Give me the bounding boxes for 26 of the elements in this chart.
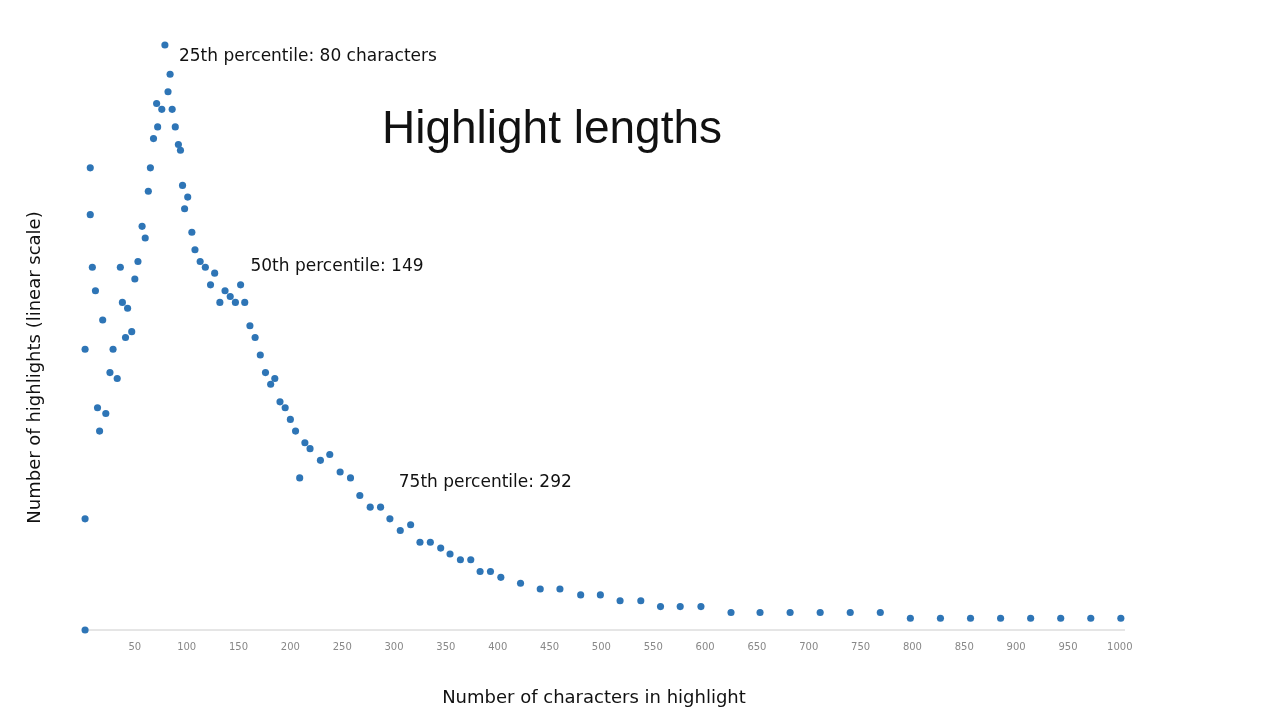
x-tick-label: 900	[1006, 641, 1026, 652]
x-axis-title: Number of characters in highlight	[442, 686, 746, 707]
x-tick-label: 100	[177, 641, 197, 652]
x-tick-label: 200	[280, 641, 300, 652]
x-tick-label: 600	[695, 641, 715, 652]
x-tick-label: 750	[851, 641, 871, 652]
x-tick-label: 450	[540, 641, 560, 652]
x-tick-label: 500	[591, 641, 611, 652]
x-tick-label: 400	[488, 641, 508, 652]
x-tick-label: 150	[228, 641, 249, 652]
x-tick-label: 1000	[1107, 641, 1133, 652]
x-tick-label: 550	[643, 641, 663, 652]
x-tick-label: 50	[128, 641, 142, 652]
x-tick-label: 350	[436, 641, 456, 652]
x-tick-label: 250	[332, 641, 352, 652]
x-tick-label: 700	[799, 641, 819, 652]
text: Highlight lengths	[381, 101, 723, 153]
x-tick-label: 650	[747, 641, 767, 652]
x-tick-label: 300	[384, 641, 404, 652]
x-tick-label: 850	[954, 641, 974, 652]
annotation: 75th percentile: 292	[398, 471, 572, 491]
annotation: 25th percentile: 80 characters	[178, 45, 438, 65]
y-axis-title: Number of highlights (linear scale)	[23, 211, 44, 524]
x-tick-label: 950	[1058, 641, 1078, 652]
annotation: 50th percentile: 149	[250, 254, 424, 275]
x-tick-label: 800	[902, 641, 922, 652]
